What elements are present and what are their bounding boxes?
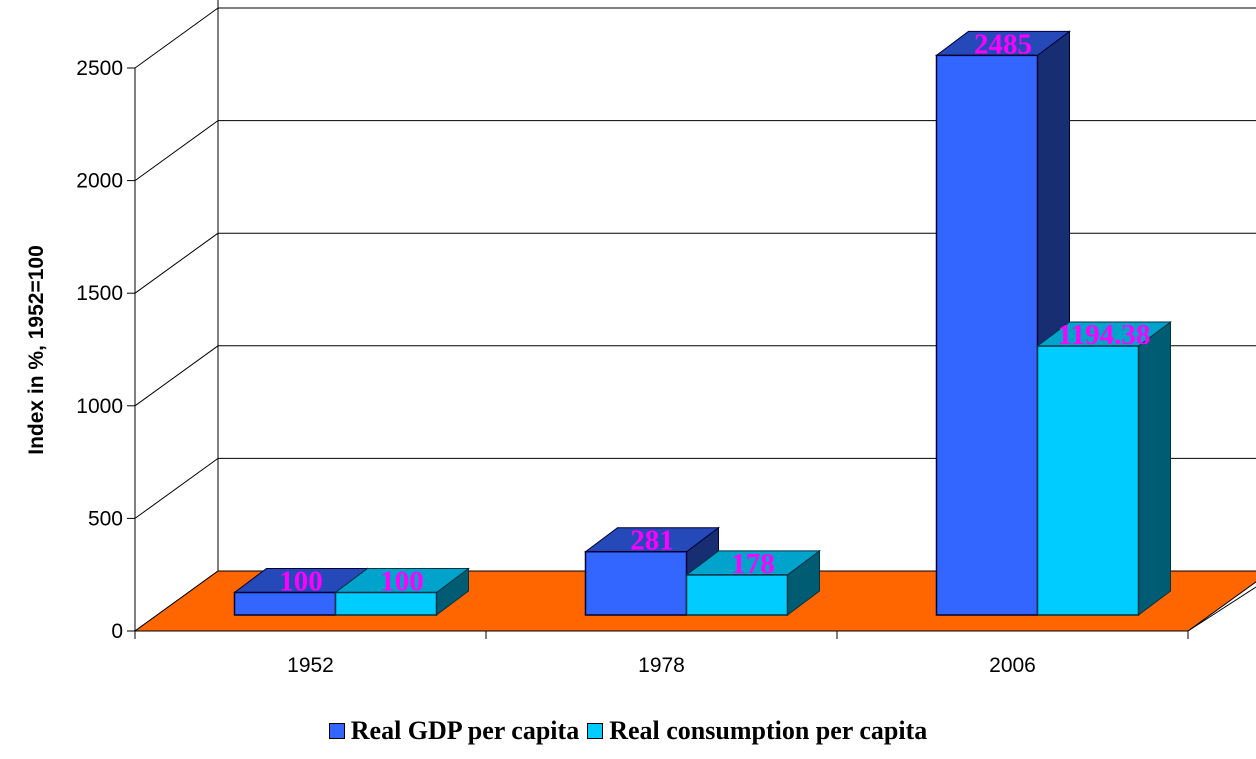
- legend-swatch-gdp: [328, 723, 345, 739]
- bar-side: [1138, 321, 1171, 616]
- y-tick-label: 500: [88, 507, 123, 530]
- x-tick-label: 1952: [287, 654, 334, 677]
- legend-label-consumption: Real consumption per capita: [609, 716, 928, 745]
- x-tick-label: 1978: [638, 654, 685, 677]
- bar: [334, 591, 438, 616]
- side-wall-line: [134, 7, 219, 69]
- bar: [1036, 345, 1140, 616]
- legend-label-gdp: Real GDP per capita: [350, 716, 580, 745]
- data-label: 100: [279, 565, 323, 597]
- data-label: 281: [630, 525, 674, 557]
- bar: [584, 550, 688, 616]
- legend-swatch-consumption: [587, 723, 604, 739]
- floor-right-edge: [1187, 586, 1256, 632]
- y-axis-title: Index in %, 1952=100: [25, 245, 48, 455]
- legend-item-gdp: Real GDP per capita: [328, 716, 580, 746]
- data-label: 100: [380, 565, 424, 597]
- data-label: 2485: [974, 28, 1032, 60]
- side-wall-line: [134, 120, 219, 182]
- side-wall-line: [134, 457, 219, 519]
- side-wall-line: [134, 232, 219, 294]
- y-tick-label: 2000: [76, 170, 123, 193]
- y-tick-label: 2500: [76, 57, 123, 80]
- bar: [935, 54, 1039, 616]
- data-label: 178: [731, 548, 775, 580]
- legend-item-consumption: Real consumption per capita: [587, 716, 927, 746]
- data-label: 1194.38: [1058, 319, 1151, 351]
- side-wall-line: [134, 345, 219, 407]
- y-tick-label: 1500: [76, 282, 123, 305]
- legend: Real GDP per capita Real consumption per…: [0, 714, 1256, 748]
- y-tick-label: 0: [111, 620, 123, 643]
- x-tick-label: 2006: [989, 654, 1036, 677]
- y-tick-label: 1000: [76, 395, 123, 418]
- bar: [685, 574, 789, 616]
